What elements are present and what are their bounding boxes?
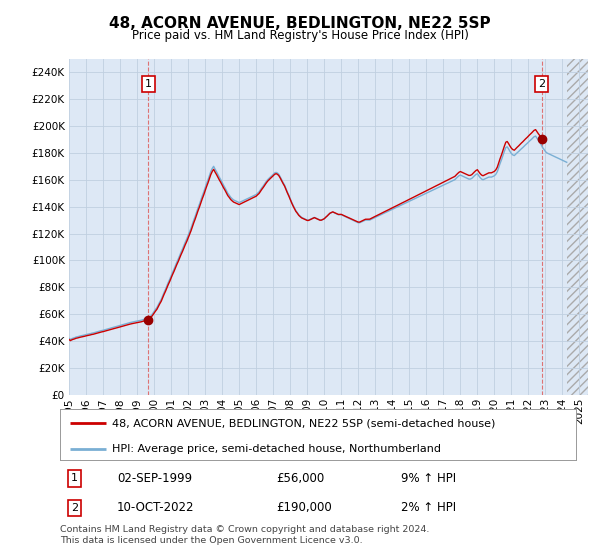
Text: Contains HM Land Registry data © Crown copyright and database right 2024.
This d: Contains HM Land Registry data © Crown c… (60, 525, 430, 545)
Text: 10-OCT-2022: 10-OCT-2022 (117, 501, 194, 514)
Text: 48, ACORN AVENUE, BEDLINGTON, NE22 5SP: 48, ACORN AVENUE, BEDLINGTON, NE22 5SP (109, 16, 491, 31)
Text: Price paid vs. HM Land Registry's House Price Index (HPI): Price paid vs. HM Land Registry's House … (131, 29, 469, 42)
Text: 2% ↑ HPI: 2% ↑ HPI (401, 501, 455, 514)
Text: £190,000: £190,000 (277, 501, 332, 514)
Text: 2: 2 (71, 503, 78, 513)
Text: 1: 1 (71, 473, 78, 483)
Text: 1: 1 (145, 79, 152, 89)
Text: 2: 2 (538, 79, 545, 89)
Text: 02-SEP-1999: 02-SEP-1999 (117, 472, 192, 485)
Text: £56,000: £56,000 (277, 472, 325, 485)
Text: 48, ACORN AVENUE, BEDLINGTON, NE22 5SP (semi-detached house): 48, ACORN AVENUE, BEDLINGTON, NE22 5SP (… (112, 418, 495, 428)
Text: 9% ↑ HPI: 9% ↑ HPI (401, 472, 455, 485)
Text: HPI: Average price, semi-detached house, Northumberland: HPI: Average price, semi-detached house,… (112, 444, 440, 454)
